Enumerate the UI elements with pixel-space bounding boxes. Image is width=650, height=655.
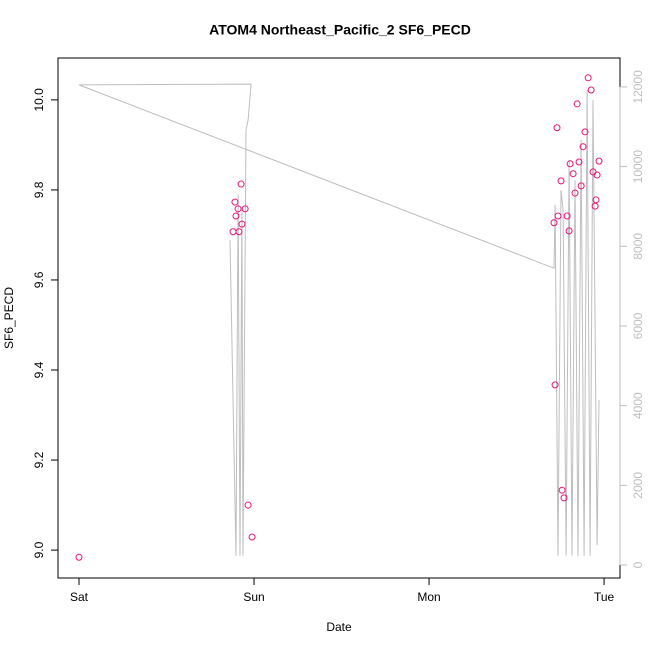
data-point — [569, 170, 577, 178]
data-point — [573, 100, 581, 108]
data-point — [550, 219, 558, 227]
data-point — [553, 124, 561, 132]
y-tick-label: 9.4 — [32, 361, 46, 378]
data-line — [78, 83, 600, 556]
x-tick-label: Tue — [594, 590, 615, 604]
y-axis-label: SF6_PECD — [2, 287, 16, 349]
x-tick-label: Sat — [70, 590, 89, 604]
data-point — [551, 381, 559, 389]
data-point — [554, 212, 562, 220]
data-point — [75, 553, 83, 561]
data-point — [244, 501, 252, 509]
chart-title: ATOM4 Northeast_Pacific_2 SF6_PECD — [209, 22, 471, 38]
data-point — [587, 86, 595, 94]
data-point — [563, 212, 571, 220]
y2-tick-label: 8000 — [631, 233, 645, 260]
data-point — [584, 74, 592, 82]
data-point — [237, 180, 245, 188]
data-point — [560, 494, 568, 502]
data-point — [248, 533, 256, 541]
data-point — [238, 220, 246, 228]
y2-tick-label: 2000 — [631, 472, 645, 499]
data-point — [235, 228, 243, 236]
data-point — [241, 205, 249, 213]
data-point — [231, 198, 239, 206]
y2-tick-label: 12000 — [631, 70, 645, 104]
data-point — [592, 196, 600, 204]
x-tick-label: Mon — [417, 590, 440, 604]
data-point — [581, 128, 589, 136]
y-tick-label: 9.8 — [32, 181, 46, 198]
y2-tick-label: 10000 — [631, 150, 645, 184]
data-point — [595, 157, 603, 165]
data-point — [232, 212, 240, 220]
data-point — [579, 143, 587, 151]
y2-tick-label: 4000 — [631, 392, 645, 419]
data-point — [234, 205, 242, 213]
y2-tick-label: 0 — [631, 561, 645, 568]
data-point — [558, 486, 566, 494]
data-point — [557, 177, 565, 185]
data-point — [566, 160, 574, 168]
y2-tick-label: 6000 — [631, 312, 645, 339]
y-tick-label: 9.0 — [32, 541, 46, 558]
y-tick-label: 9.2 — [32, 451, 46, 468]
data-point — [593, 171, 601, 179]
data-point — [571, 189, 579, 197]
x-tick-label: Sun — [243, 590, 264, 604]
data-point — [575, 158, 583, 166]
x-axis-label: Date — [326, 620, 352, 634]
y-tick-label: 9.6 — [32, 271, 46, 288]
data-point — [577, 182, 585, 190]
y-tick-label: 10.0 — [32, 88, 46, 112]
data-point — [565, 227, 573, 235]
